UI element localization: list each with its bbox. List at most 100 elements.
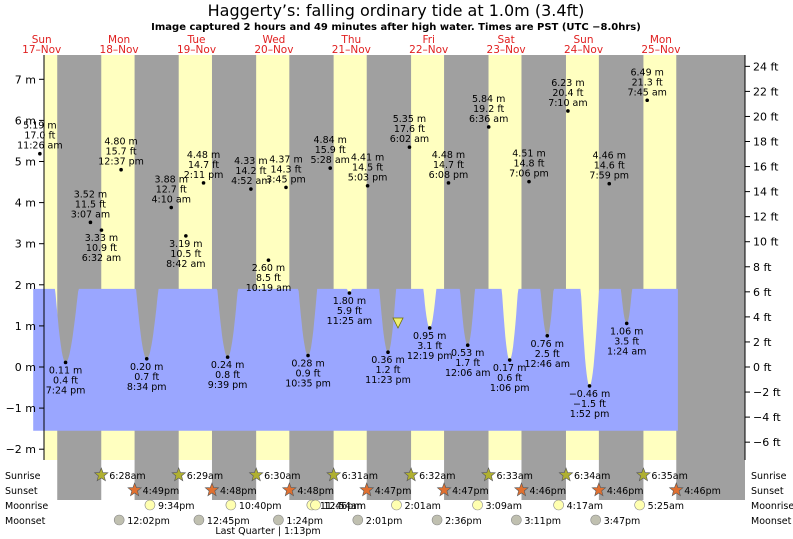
extreme-dot (88, 220, 93, 225)
extreme-label: 5.9 ft (337, 306, 362, 317)
extreme-label: 21.3 ft (632, 77, 663, 88)
extreme-label: 12:06 am (445, 368, 490, 379)
extreme-dot (527, 179, 531, 184)
moonrise-time: 9:34pm (158, 501, 195, 512)
night-band (521, 55, 566, 500)
extreme-label: 5.19 m (23, 121, 56, 132)
moonset-time: 1:24pm (286, 516, 323, 527)
extreme-dot (249, 187, 253, 191)
extreme-label: 9:39 pm (208, 380, 248, 391)
current-tide-marker (392, 317, 404, 329)
extreme-label: 4.51 m (512, 149, 545, 160)
sunrise-time: 6:28am (109, 471, 145, 482)
extreme-label: 3:07 am (71, 209, 110, 220)
chart-subtitle: Image captured 2 hours and 49 minutes af… (151, 22, 641, 33)
extreme-label: 3.19 m (169, 239, 202, 250)
sunset-time: 4:48pm (220, 486, 257, 497)
extreme-label: 4.37 m (269, 154, 302, 165)
extreme-label: 3.1 ft (417, 341, 442, 352)
extreme-label: 0.36 m (371, 355, 404, 366)
day-label-dow: Mon (108, 34, 130, 46)
extreme-dot (63, 360, 68, 365)
extreme-label: 8:42 am (166, 259, 205, 270)
astro-row-label: Moonrise (751, 501, 793, 512)
extreme-dot (407, 145, 412, 149)
sunrise-time: 6:32am (419, 471, 455, 482)
sunrise-icon (171, 467, 187, 482)
moonset-icon (113, 514, 125, 526)
astro-row-label: Sunset (751, 486, 784, 497)
moonrise-time: 5:25am (648, 501, 684, 512)
extreme-label: 11.5 ft (75, 199, 106, 210)
extreme-label: 4.80 m (104, 137, 137, 148)
moonset-time: 3:47pm (604, 516, 641, 527)
left-tick-label: 3 m (15, 238, 36, 251)
sunset-icon (513, 482, 529, 497)
left-tick-label: −1 m (6, 402, 36, 415)
moonset-icon (193, 514, 205, 526)
sunset-time: 4:48pm (297, 486, 334, 497)
day-label-date: 22–Nov (409, 44, 448, 56)
extreme-label: 0.24 m (211, 360, 244, 371)
extreme-label: 3.5 ft (614, 336, 639, 347)
astro-row-label: Moonrise (5, 501, 48, 512)
day-label-date: 19–Nov (177, 44, 216, 56)
extreme-label: 4:52 am (231, 176, 270, 187)
extreme-label: 4.48 m (187, 150, 220, 161)
day-label-dow: Tue (187, 34, 206, 46)
extreme-label: 4.48 m (432, 150, 465, 161)
day-label-date: 21–Nov (332, 44, 371, 56)
extreme-dot (201, 181, 206, 185)
extreme-dot (645, 98, 649, 103)
extreme-label: 11:23 pm (365, 375, 411, 386)
day-label-dow: Mon (650, 34, 672, 46)
extreme-label: 0.8 ft (215, 370, 240, 381)
extreme-label: 3.33 m (85, 233, 118, 244)
extreme-label: 1.2 ft (375, 365, 400, 376)
extreme-dot (169, 205, 174, 210)
moonrise-icon (391, 499, 402, 511)
moonset-time: 3:11pm (524, 516, 561, 527)
extreme-dot (306, 353, 310, 358)
extreme-label: 2:11 pm (184, 170, 224, 181)
extreme-dot (99, 228, 104, 232)
moonrise-icon (144, 499, 156, 511)
sunrise-time: 6:31am (342, 471, 378, 482)
extreme-label: 15.7 ft (106, 147, 137, 158)
moonrise-icon (634, 499, 645, 511)
extreme-label: 10:19 am (246, 283, 291, 294)
extreme-label: 0.76 m (531, 339, 564, 350)
extreme-label: 6.23 m (551, 78, 584, 89)
sunset-icon (668, 482, 684, 497)
night-band (598, 55, 644, 500)
extreme-label: 17.0 ft (24, 131, 55, 142)
extreme-label: 14.5 ft (352, 163, 383, 174)
extreme-label: 0.17 m (493, 363, 526, 374)
extreme-label: 2.60 m (252, 263, 285, 274)
extreme-label: 12:46 am (525, 359, 570, 370)
extreme-label: 4.46 m (593, 151, 626, 162)
right-tick-label: 22 ft (753, 85, 779, 98)
extreme-label: 2.5 ft (535, 349, 560, 360)
moonset-time: 2:01pm (366, 516, 403, 527)
day-label-dow: Fri (422, 34, 435, 46)
moonset-icon (352, 514, 364, 526)
sunset-time: 4:46pm (684, 486, 721, 497)
moonrise-time: 12:54am (324, 501, 366, 512)
extreme-dot (347, 291, 352, 295)
sunset-time: 4:46pm (529, 486, 566, 497)
night-band (676, 55, 745, 500)
extreme-dot (119, 167, 123, 172)
extreme-label: 19.2 ft (473, 104, 504, 115)
astro-row-label: Sunrise (751, 471, 787, 482)
extreme-dot (465, 343, 470, 348)
extreme-label: 17.6 ft (394, 124, 425, 135)
day-label-date: 25–Nov (641, 44, 680, 56)
right-tick-label: 2 ft (753, 336, 772, 349)
night-band (211, 55, 257, 500)
sunrise-time: 6:34am (574, 471, 610, 482)
extreme-label: 6:36 am (469, 114, 508, 125)
astro-row-label: Moonset (751, 516, 792, 527)
day-label-date: 18–Nov (100, 44, 139, 56)
